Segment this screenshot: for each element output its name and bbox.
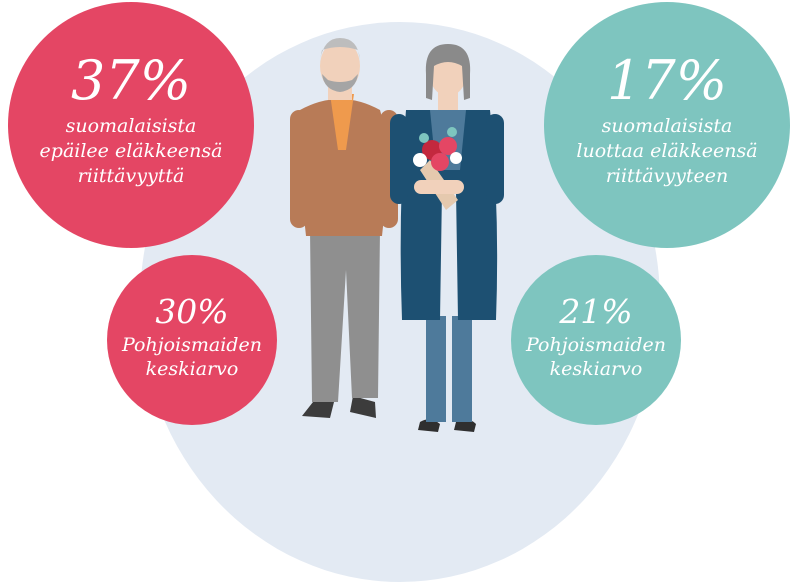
stat-circle-doubt: 37% suomalaisista epäilee eläkkeensä rii… <box>8 2 254 248</box>
stat-circle-nordic-trust: 21% Pohjoismaiden keskiarvo <box>511 255 681 425</box>
stat-description: suomalaisista luottaa eläkkeensä riittäv… <box>576 114 758 187</box>
flower-bouquet-icon <box>413 127 464 210</box>
elderly-couple-illustration <box>290 38 504 432</box>
stat-percent: 21% <box>559 292 633 331</box>
stat-percent: 30% <box>155 292 229 331</box>
stat-percent: 37% <box>70 48 192 112</box>
elderly-woman-icon <box>390 44 504 432</box>
stat-circle-nordic-doubt: 30% Pohjoismaiden keskiarvo <box>107 255 277 425</box>
stat-description: suomalaisista epäilee eläkkeensä riittäv… <box>39 114 223 187</box>
stat-description: Pohjoismaiden keskiarvo <box>526 334 666 380</box>
stat-circle-trust: 17% suomalaisista luottaa eläkkeensä rii… <box>544 2 790 248</box>
elderly-man-icon <box>290 38 398 418</box>
stat-description: Pohjoismaiden keskiarvo <box>122 334 262 380</box>
stat-percent: 17% <box>606 48 728 112</box>
